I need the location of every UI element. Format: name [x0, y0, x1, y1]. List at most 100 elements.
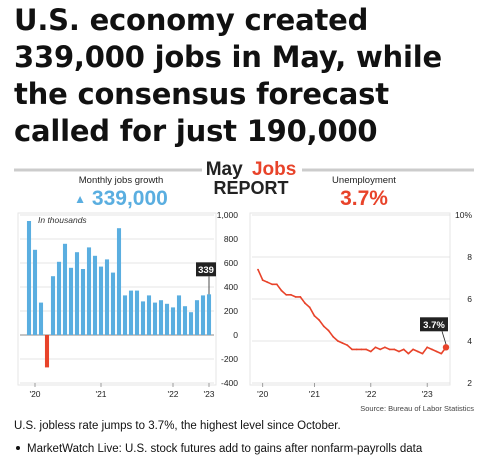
jobs-y-axis: 1,000 800 600 400 200 0 -200 -400: [217, 210, 239, 388]
unemployment-x-axis: '20 '21 '22 '23: [257, 383, 433, 399]
unemployment-point: [407, 352, 410, 355]
jobs-bar: [104, 259, 110, 335]
jobs-x-tick-label: '20: [29, 389, 40, 399]
jobs-bar: [56, 261, 62, 335]
unemployment-point: [313, 314, 316, 317]
jobs-bar: [152, 302, 158, 335]
unemployment-y-tick-label: 4: [467, 336, 472, 346]
unemployment-point: [369, 350, 372, 353]
source-note: Source: Bureau of Labor Statistics: [360, 404, 474, 413]
jobs-y-tick-label: 200: [224, 306, 238, 316]
unemployment-point: [327, 329, 330, 332]
related-link-text[interactable]: MarketWatch Live: U.S. stock futures add…: [27, 443, 423, 455]
headline: U.S. economy created 339,000 jobs in May…: [14, 3, 442, 148]
jobs-bar: [158, 300, 164, 335]
jobs-units-label: In thousands: [38, 215, 87, 225]
jobs-bar: [194, 300, 200, 335]
unemployment-point: [271, 283, 273, 286]
unemployment-point: [304, 302, 306, 305]
unemployment-point: [412, 348, 414, 351]
jobs-bar: [98, 266, 104, 335]
graphic-title-part1: May: [206, 159, 243, 180]
jobs-bar: [182, 306, 188, 335]
jobs-y-tick-label: 400: [224, 282, 238, 292]
jobs-y-tick-label: 600: [224, 258, 238, 268]
unemployment-point: [355, 348, 358, 351]
unemployment-point: [440, 352, 443, 355]
graphic-title: May Jobs: [206, 159, 297, 180]
unemployment-headline-value: 3.7%: [340, 187, 388, 210]
unemployment-point: [374, 346, 377, 349]
jobs-x-tick-label: '23: [203, 389, 214, 399]
jobs-bar: [128, 290, 134, 335]
jobs-callout-box: [196, 262, 216, 277]
unemployment-callout-leader: [441, 331, 447, 345]
jobs-y-tick-label: 1,000: [217, 210, 239, 220]
unemployment-point: [275, 283, 278, 286]
jobs-bar: [116, 228, 122, 335]
unemployment-point: [299, 296, 302, 298]
jobs-bar: [44, 335, 50, 368]
unemployment-point: [318, 319, 320, 321]
jobs-headline-value: ▲ 339,000: [74, 185, 168, 210]
jobs-bar: [62, 243, 68, 335]
unemployment-x-tick-label: '21: [309, 389, 320, 399]
unemployment-point: [360, 348, 363, 351]
jobs-headline-number: 339,000: [92, 187, 168, 210]
unemployment-point: [365, 348, 367, 351]
unemployment-point: [426, 346, 429, 349]
unemployment-point: [261, 279, 264, 281]
unemployment-x-tick-label: '22: [365, 389, 376, 399]
jobs-report-graphic: May Jobs REPORT Monthly jobs growth ▲ 33…: [14, 159, 474, 413]
jobs-bar: [200, 295, 206, 335]
unemployment-x-tick-label: '20: [257, 389, 268, 399]
jobs-y-tick-label: 800: [224, 234, 238, 244]
jobs-y-tick-label: -200: [221, 354, 238, 364]
unemployment-point: [435, 350, 438, 353]
unemployment-x-tick-label: '23: [422, 389, 433, 399]
jobs-bar: [122, 295, 128, 335]
unemployment-point: [379, 348, 382, 351]
caption: U.S. jobless rate jumps to 3.7%, the hig…: [14, 420, 341, 432]
related-link[interactable]: MarketWatch Live: U.S. stock futures add…: [14, 443, 422, 455]
unemployment-callout-box: [420, 317, 448, 332]
unemployment-point: [280, 289, 283, 292]
unemployment-point: [285, 293, 288, 296]
graphic-title-part2: Jobs: [252, 159, 296, 180]
unemployment-y-tick-label: 2: [467, 378, 472, 388]
jobs-subtitle: Monthly jobs growth: [79, 175, 163, 186]
unemployment-point: [290, 293, 292, 296]
graphic-title-line2: REPORT: [213, 178, 288, 198]
bullet-dot: [16, 445, 20, 450]
unemployment-point: [322, 325, 325, 328]
unemployment-point: [421, 352, 424, 355]
jobs-bar: [170, 307, 176, 335]
jobs-bar: [26, 221, 32, 335]
unemployment-point: [351, 348, 353, 351]
unemployment-point: [346, 344, 349, 347]
jobs-bar: [134, 290, 140, 335]
unemployment-points: [257, 268, 450, 355]
unemployment-point: [294, 296, 297, 298]
unemployment-point: [341, 342, 344, 344]
unemployment-point: [402, 348, 405, 351]
unemployment-point: [388, 348, 391, 351]
jobs-bars: [26, 221, 212, 368]
unemployment-callout: 3.7%: [420, 317, 448, 345]
jobs-bar: [86, 247, 92, 335]
jobs-x-tick-label: '21: [95, 389, 106, 399]
jobs-bar: [32, 249, 38, 335]
unemployment-subtitle: Unemployment: [332, 175, 396, 186]
unemployment-y-axis: 10% 8 6 4 2: [455, 210, 472, 388]
jobs-bar: [50, 276, 56, 335]
unemployment-point: [393, 348, 396, 351]
jobs-x-tick-label: '22: [167, 389, 178, 399]
jobs-bar: [92, 255, 98, 335]
unemployment-point: [442, 344, 450, 351]
unemployment-point: [431, 348, 433, 351]
jobs-up-arrow-icon: ▲: [74, 192, 86, 206]
unemployment-point: [337, 340, 339, 342]
unemployment-point: [308, 306, 311, 309]
unemployment-y-tick-label: 6: [467, 294, 472, 304]
unemployment-y-tick-label: 8: [467, 252, 472, 262]
